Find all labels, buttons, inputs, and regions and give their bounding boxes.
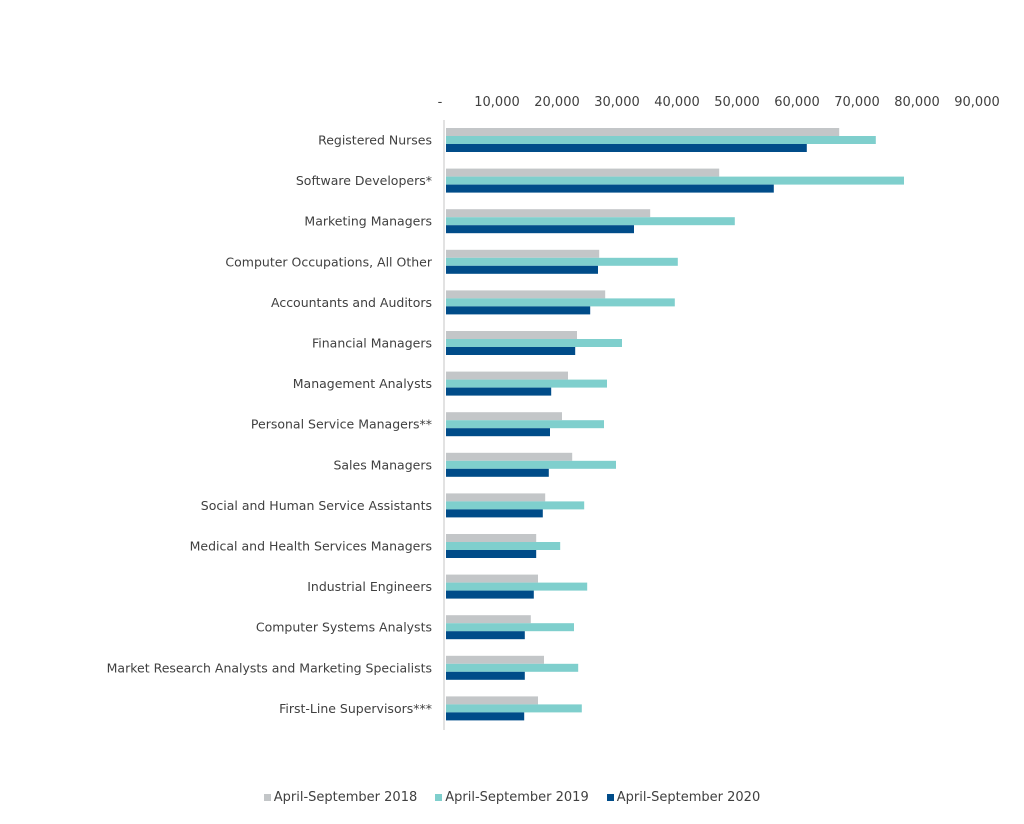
category-label: Sales Managers <box>333 457 432 472</box>
category-label: Market Research Analysts and Marketing S… <box>107 660 432 675</box>
legend-swatch-2019 <box>435 794 443 801</box>
bar-april-september-2018 <box>446 371 568 380</box>
x-tick-label: 10,000 <box>474 95 520 110</box>
x-tick-label: 80,000 <box>894 95 940 110</box>
bar-april-september-2018 <box>446 412 562 421</box>
legend-label-2019: April-September 2019 <box>445 790 589 805</box>
bar-april-september-2018 <box>446 331 577 339</box>
bar-april-september-2019 <box>446 379 607 388</box>
bar-april-september-2019 <box>446 176 904 185</box>
bar-april-september-2018 <box>446 249 600 258</box>
bar-april-september-2018 <box>446 452 573 461</box>
x-tick-label: 90,000 <box>954 95 1000 110</box>
bar-april-september-2020 <box>446 671 525 680</box>
category-label: Accountants and Auditors <box>271 295 432 310</box>
bar-april-september-2019 <box>446 217 735 226</box>
bar-april-september-2018 <box>446 168 720 177</box>
bar-april-september-2018 <box>446 696 538 705</box>
x-tick-label: 70,000 <box>834 95 880 110</box>
legend-label-2020: April-September 2020 <box>616 790 761 805</box>
bar-april-september-2020 <box>446 306 591 315</box>
bar-april-september-2018 <box>446 128 840 136</box>
bar-april-september-2020 <box>446 631 525 640</box>
bar-april-september-2020 <box>446 387 552 396</box>
bar-april-september-2019 <box>446 136 876 144</box>
bar-april-september-2018 <box>446 655 544 664</box>
bar-april-september-2019 <box>446 582 588 591</box>
legend-swatch-2020 <box>606 794 614 801</box>
bar-april-september-2019 <box>446 623 574 632</box>
category-label: Medical and Health Services Managers <box>190 539 432 554</box>
x-tick-label: 20,000 <box>534 95 580 110</box>
legend-item-2019: April-September 2019 <box>435 790 589 805</box>
category-label: Social and Human Service Assistants <box>201 498 432 513</box>
category-label: Management Analysts <box>293 376 432 391</box>
bar-april-september-2020 <box>446 468 549 477</box>
bar-april-september-2018 <box>446 493 546 502</box>
category-label: Software Developers* <box>296 173 432 188</box>
bar-april-september-2018 <box>446 290 606 299</box>
bar-april-september-2018 <box>446 615 531 624</box>
bar-april-september-2020 <box>446 428 550 437</box>
category-label: Computer Systems Analysts <box>256 620 432 635</box>
bar-april-september-2020 <box>446 712 525 721</box>
bar-april-september-2019 <box>446 420 604 429</box>
bar-april-september-2020 <box>446 144 807 152</box>
bar-april-september-2020 <box>446 509 543 518</box>
bar-april-september-2020 <box>446 265 598 274</box>
bar-april-september-2019 <box>446 257 678 266</box>
category-label: First-Line Supervisors*** <box>279 701 432 716</box>
x-tick-label: 50,000 <box>714 95 760 110</box>
legend: April-September 2018 April-September 201… <box>0 790 1024 805</box>
category-label: Industrial Engineers <box>307 579 432 594</box>
legend-label-2018: April-September 2018 <box>273 790 418 805</box>
bar-april-september-2018 <box>446 534 537 542</box>
x-tick-label: 60,000 <box>774 95 820 110</box>
bar-chart: - 10,000 20,000 30,000 40,000 50,000 60,000 70,… <box>107 95 1000 730</box>
category-label: Personal Service Managers** <box>251 417 432 432</box>
legend-item-2018: April-September 2018 <box>263 790 418 805</box>
bar-april-september-2020 <box>446 347 576 355</box>
bar-april-september-2020 <box>446 225 634 234</box>
bar-april-september-2020 <box>446 590 534 599</box>
bar-april-september-2018 <box>446 209 651 218</box>
bar-april-september-2020 <box>446 184 774 193</box>
bar-april-september-2018 <box>446 574 538 583</box>
category-label: Computer Occupations, All Other <box>225 254 432 269</box>
x-tick-label: 30,000 <box>594 95 640 110</box>
x-tick-label: - <box>438 95 443 110</box>
bar-april-september-2019 <box>446 704 582 713</box>
x-tick-label: 40,000 <box>654 95 700 110</box>
bar-april-september-2019 <box>446 298 675 307</box>
category-label: Registered Nurses <box>318 133 432 148</box>
category-label: Financial Managers <box>312 336 432 351</box>
bar-april-september-2019 <box>446 460 616 469</box>
bar-april-september-2019 <box>446 542 561 550</box>
bar-april-september-2019 <box>446 339 622 347</box>
legend-swatch-2018 <box>263 794 271 801</box>
bar-april-september-2019 <box>446 663 579 672</box>
bar-april-september-2019 <box>446 501 585 510</box>
legend-item-2020: April-September 2020 <box>606 790 761 805</box>
bar-april-september-2020 <box>446 550 537 558</box>
category-label: Marketing Managers <box>304 214 432 229</box>
